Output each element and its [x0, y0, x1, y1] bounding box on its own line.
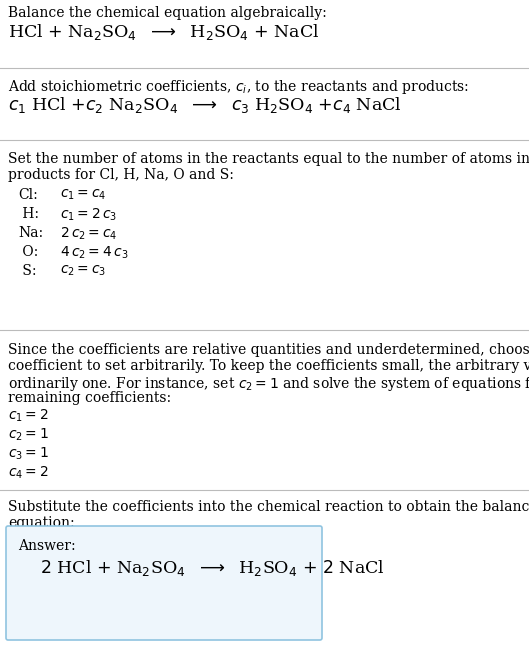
Text: Balance the chemical equation algebraically:: Balance the chemical equation algebraica…: [8, 6, 327, 20]
FancyBboxPatch shape: [6, 526, 322, 640]
Text: Na:: Na:: [18, 226, 43, 240]
Text: equation:: equation:: [8, 516, 75, 530]
Text: coefficient to set arbitrarily. To keep the coefficients small, the arbitrary va: coefficient to set arbitrarily. To keep …: [8, 359, 529, 373]
Text: remaining coefficients:: remaining coefficients:: [8, 391, 171, 405]
Text: $c_1 = 2$: $c_1 = 2$: [8, 408, 49, 424]
Text: O:: O:: [18, 245, 38, 259]
Text: $c_3 = 1$: $c_3 = 1$: [8, 446, 49, 463]
Text: Cl:: Cl:: [18, 188, 38, 202]
Text: $c_1$ HCl $+c_2$ Na$_2$SO$_4$  $\longrightarrow$  $c_3$ H$_2$SO$_4$ $+c_4$ NaCl: $c_1$ HCl $+c_2$ Na$_2$SO$_4$ $\longrigh…: [8, 95, 402, 115]
Text: Add stoichiometric coefficients, $c_i$, to the reactants and products:: Add stoichiometric coefficients, $c_i$, …: [8, 78, 469, 96]
Text: $2$ HCl $+$ Na$_2$SO$_4$  $\longrightarrow$  H$_2$SO$_4$ $+$ $2$ NaCl: $2$ HCl $+$ Na$_2$SO$_4$ $\longrightarro…: [40, 558, 385, 578]
Text: HCl $+$ Na$_2$SO$_4$  $\longrightarrow$  H$_2$SO$_4$ $+$ NaCl: HCl $+$ Na$_2$SO$_4$ $\longrightarrow$ H…: [8, 22, 320, 42]
Text: $c_1 = 2\,c_3$: $c_1 = 2\,c_3$: [60, 207, 117, 223]
Text: $4\,c_2 = 4\,c_3$: $4\,c_2 = 4\,c_3$: [60, 245, 129, 261]
Text: H:: H:: [18, 207, 39, 221]
Text: ordinarily one. For instance, set $c_2 = 1$ and solve the system of equations fo: ordinarily one. For instance, set $c_2 =…: [8, 375, 529, 393]
Text: Answer:: Answer:: [18, 539, 76, 553]
Text: $c_1 = c_4$: $c_1 = c_4$: [60, 188, 106, 203]
Text: products for Cl, H, Na, O and S:: products for Cl, H, Na, O and S:: [8, 168, 234, 182]
Text: $2\,c_2 = c_4$: $2\,c_2 = c_4$: [60, 226, 117, 243]
Text: Substitute the coefficients into the chemical reaction to obtain the balanced: Substitute the coefficients into the che…: [8, 500, 529, 514]
Text: Set the number of atoms in the reactants equal to the number of atoms in the: Set the number of atoms in the reactants…: [8, 152, 529, 166]
Text: S:: S:: [18, 264, 37, 278]
Text: $c_2 = 1$: $c_2 = 1$: [8, 427, 49, 443]
Text: $c_2 = c_3$: $c_2 = c_3$: [60, 264, 106, 278]
Text: Since the coefficients are relative quantities and underdetermined, choose a: Since the coefficients are relative quan…: [8, 343, 529, 357]
Text: $c_4 = 2$: $c_4 = 2$: [8, 465, 49, 481]
